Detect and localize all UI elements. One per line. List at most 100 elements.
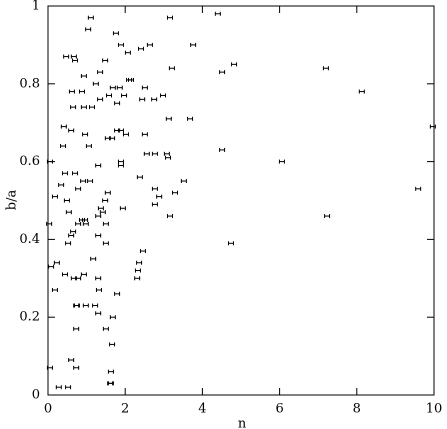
point: [114, 128, 121, 133]
y-axis-label: b/a: [5, 190, 20, 211]
point: [78, 89, 85, 94]
point: [231, 62, 238, 67]
point: [87, 179, 94, 184]
point: [48, 264, 55, 269]
point: [80, 179, 87, 184]
point: [46, 365, 53, 370]
point: [70, 229, 77, 234]
point: [72, 58, 79, 63]
point: [46, 159, 53, 164]
point: [58, 182, 65, 187]
point: [75, 221, 82, 226]
point: [80, 74, 87, 79]
point: [119, 206, 126, 211]
point: [97, 206, 104, 211]
point: [73, 303, 80, 308]
point: [171, 190, 178, 195]
point: [78, 217, 85, 222]
x-tick-label: 4: [198, 402, 206, 417]
point: [63, 54, 70, 59]
point: [190, 42, 197, 47]
point: [72, 171, 79, 176]
point: [75, 186, 82, 191]
point: [122, 132, 129, 137]
point: [134, 268, 141, 273]
point: [112, 31, 119, 36]
x-tick-label: 10: [426, 402, 443, 417]
point: [65, 385, 72, 390]
point: [180, 179, 187, 184]
point: [53, 260, 60, 265]
point: [68, 128, 75, 133]
point: [61, 171, 68, 176]
point: [109, 85, 116, 90]
point: [121, 93, 128, 98]
point: [68, 233, 75, 238]
point: [99, 210, 106, 215]
plot-frame: [47, 5, 435, 396]
x-tick-label: 8: [353, 402, 361, 417]
point: [73, 365, 80, 370]
point: [136, 260, 143, 265]
point: [60, 144, 67, 149]
point: [51, 287, 58, 292]
point: [107, 381, 114, 386]
point: [141, 132, 148, 137]
point: [124, 50, 131, 55]
point: [415, 186, 422, 191]
point: [126, 77, 133, 82]
point: [90, 256, 97, 261]
y-tick-label: 0.4: [19, 232, 40, 247]
point: [55, 385, 62, 390]
point: [168, 66, 175, 71]
point: [102, 58, 109, 63]
point: [114, 291, 121, 296]
point: [95, 214, 102, 219]
point: [82, 303, 89, 308]
point: [117, 163, 124, 168]
point: [82, 132, 89, 137]
point: [139, 97, 146, 102]
x-tick-label: 2: [121, 402, 129, 417]
point: [63, 198, 70, 203]
y-tick-label: 0.6: [19, 154, 40, 169]
point: [160, 93, 167, 98]
point: [114, 101, 121, 106]
y-tick-label: 0.8: [19, 76, 40, 91]
point: [136, 175, 143, 180]
point: [429, 124, 436, 129]
point: [95, 163, 102, 168]
point: [107, 369, 114, 374]
point: [85, 144, 92, 149]
point: [165, 155, 172, 160]
point: [68, 89, 75, 94]
point: [138, 46, 145, 51]
point: [163, 151, 170, 156]
point: [80, 272, 87, 277]
x-tick-label: 6: [275, 402, 283, 417]
point: [97, 97, 104, 102]
point: [117, 159, 124, 164]
point: [102, 198, 109, 203]
point: [51, 194, 58, 199]
point: [92, 303, 99, 308]
point: [46, 221, 53, 226]
x-axis-label: n: [238, 417, 247, 429]
point: [227, 241, 234, 246]
point: [102, 326, 109, 331]
point: [73, 326, 80, 331]
point: [151, 186, 158, 191]
point: [117, 42, 124, 47]
x-tick-label: 0: [44, 402, 52, 417]
point: [102, 221, 109, 226]
point: [322, 66, 329, 71]
point: [95, 311, 102, 316]
y-tick-label: 0.2: [19, 310, 40, 325]
point: [166, 214, 173, 219]
point: [102, 241, 109, 246]
point: [139, 249, 146, 254]
point: [80, 105, 87, 110]
point: [70, 105, 77, 110]
point: [358, 89, 365, 94]
